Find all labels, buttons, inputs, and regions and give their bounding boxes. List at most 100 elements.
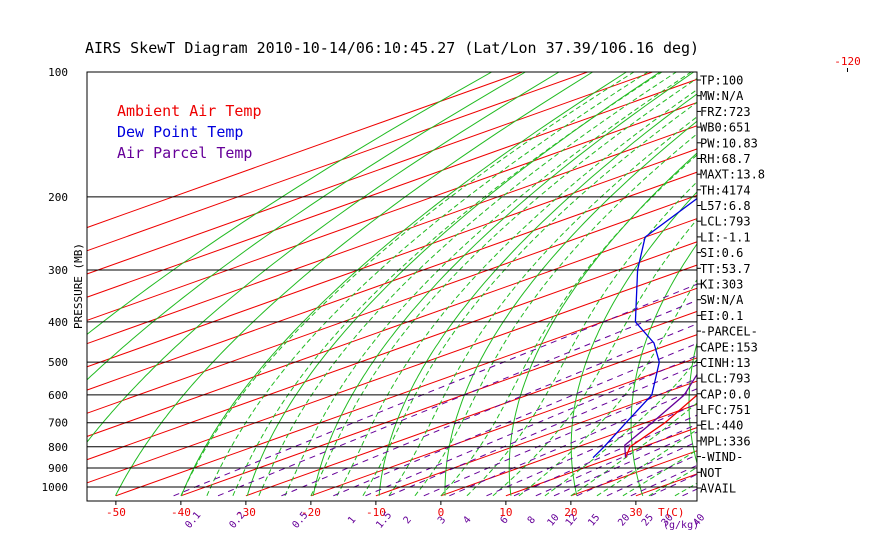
pressure-label: 1000 [42,481,69,494]
moist-adiabat-line [388,116,697,497]
moist-adiabat-line [206,72,649,496]
moist-adiabat-line [544,358,697,497]
mixing-ratio-lines [173,283,697,497]
isobars [87,196,697,488]
moist-adiabat-line [180,72,635,497]
index-label: EL:440 [700,419,743,433]
legend-entry: Ambient Air Temp [117,102,262,120]
mixing-ratio-line [423,378,697,497]
isotherm-line [87,102,697,321]
bottom-temp-label: -20 [301,506,321,519]
bottom-temp-label: -40 [171,506,191,519]
top-temp-axis: -120-110-100-90-80-70-60-50-40 [834,55,861,72]
bottom-temp-axis: -50 -40 -30 -20 -10 0 10 20 30 [106,501,643,519]
index-label: WB0:651 [700,121,751,135]
index-label: CAP:0.0 [700,387,751,401]
isotherm-line [87,72,588,252]
index-label: MAXT:13.8 [700,168,765,182]
isotherm-line [245,334,697,497]
isotherm-line [87,171,697,391]
dry-adiabat-line [87,72,492,335]
index-label: -WIND- [700,450,743,464]
isotherm-line [87,148,697,368]
pressure-label: 700 [48,417,68,430]
mixing-ratio-label: 6 [499,515,511,527]
moist-adiabat-line [284,72,692,497]
pressure-axis: 100 200 300 400 500 600 700 800 900 1000 [42,66,69,494]
dry-adiabats [87,72,870,497]
moist-adiabat-line [466,181,697,497]
moist-adiabats [180,72,697,497]
x-axis-unit: T(C) [658,506,685,519]
plot-area [87,72,870,497]
mixing-ratio-line [486,403,697,497]
index-label: KI:303 [700,278,743,292]
mixing-ratio-line [333,342,697,497]
mixing-ratio-line [281,323,697,497]
pressure-label: 800 [48,441,68,454]
moist-adiabat-line [440,154,697,497]
dry-adiabat-line [630,243,697,496]
dry-adiabat-line [246,72,661,496]
plot-frame [86,71,698,502]
isotherm-line [87,72,523,229]
mixing-ratio-line [389,364,697,497]
index-label: L57:6.8 [700,199,751,213]
profile-series [592,197,697,459]
moist-adiabat-line [414,133,697,497]
mixing-ratio-line [173,283,697,497]
pressure-label: 500 [48,356,68,369]
isotherm-line [440,403,697,497]
index-label: CINH:13 [700,356,751,370]
legend-entry: Air Parcel Temp [117,144,252,162]
top-temp-label: -120 [834,55,861,68]
mixing-ratio-line [553,431,697,497]
dry-adiabat-line [378,93,697,496]
mixing-ratio-line [449,388,697,497]
isotherm-line [87,194,697,414]
index-label: LCL:793 [700,372,751,386]
mixing-ratio-line [606,454,697,497]
index-label: SW:N/A [700,293,744,307]
moist-adiabat-line [570,402,697,497]
index-label: SI:0.6 [700,246,743,260]
series-line-1 [592,197,697,459]
bottom-temp-label: 0 [438,506,445,519]
pressure-label: 300 [48,264,68,277]
dry-adiabat-line [87,72,526,381]
dry-adiabat-line [180,72,627,496]
moist-adiabat-line [518,278,697,497]
isotherm-line [505,427,697,497]
series-line-0 [624,394,697,458]
index-label: CAPE:153 [700,340,758,354]
bottom-temp-label: -50 [106,506,126,519]
index-label: AVAIL [700,482,736,496]
bottom-temp-label: 10 [499,506,512,519]
isotherm-line [87,125,697,345]
mixing-ratio-line [576,441,697,497]
index-label: RH:68.7 [700,152,751,166]
isotherm-line [87,264,697,484]
mixing-ratio-line [365,355,697,497]
dry-adiabat-line [570,191,697,496]
pressure-label: 900 [48,462,68,475]
pressure-label: 200 [48,191,68,204]
mixing-ratio-label: 4 [461,515,473,527]
index-label: NOT [700,466,722,480]
mixing-ratio-line [217,299,697,497]
bottom-temp-label: 30 [629,506,642,519]
isotherm-line [87,241,697,461]
pressure-label: 400 [48,316,68,329]
mixing-ratio-line [535,423,697,497]
index-label: LCL:793 [700,215,751,229]
moist-adiabat-line [362,101,697,497]
dry-adiabat-line [799,72,870,496]
isotherm-line [115,287,697,497]
dry-adiabat-line [87,72,560,443]
legend: Ambient Air Temp Dew Point Temp Air Parcel… [117,102,262,162]
moist-adiabat-line [310,77,697,497]
bottom-temp-label: -10 [366,506,386,519]
index-label: MPL:336 [700,434,751,448]
bottom-temp-label: 20 [564,506,577,519]
